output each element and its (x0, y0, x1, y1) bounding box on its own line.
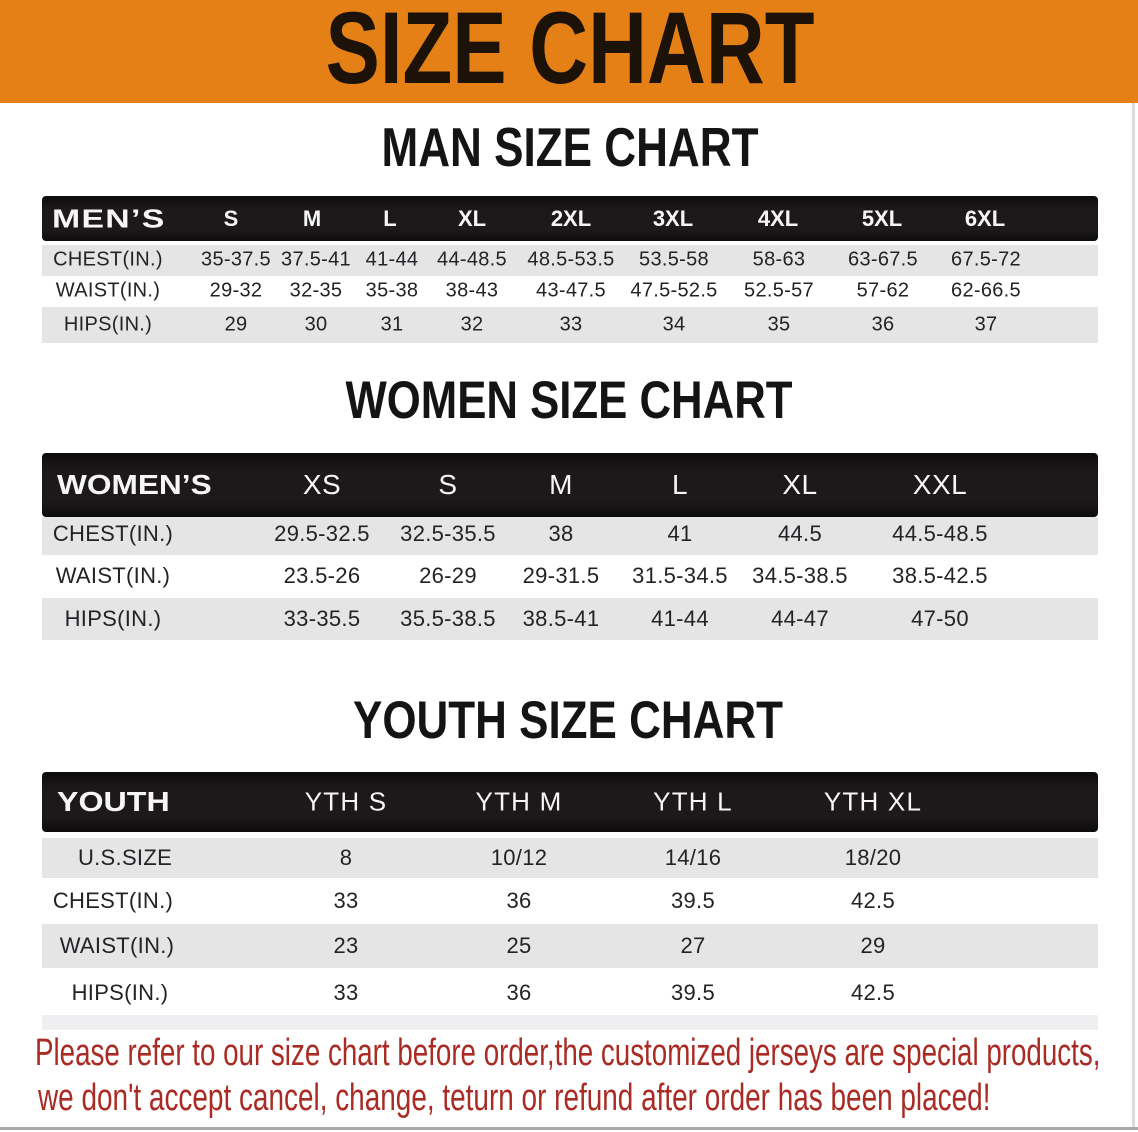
svg-text:MAN SIZE CHART: MAN SIZE CHART (382, 116, 759, 178)
svg-text:WOMEN SIZE CHART: WOMEN SIZE CHART (346, 371, 793, 430)
svg-text:YOUTH SIZE CHART: YOUTH SIZE CHART (353, 691, 783, 750)
svg-text:SIZE CHART: SIZE CHART (326, 0, 815, 105)
